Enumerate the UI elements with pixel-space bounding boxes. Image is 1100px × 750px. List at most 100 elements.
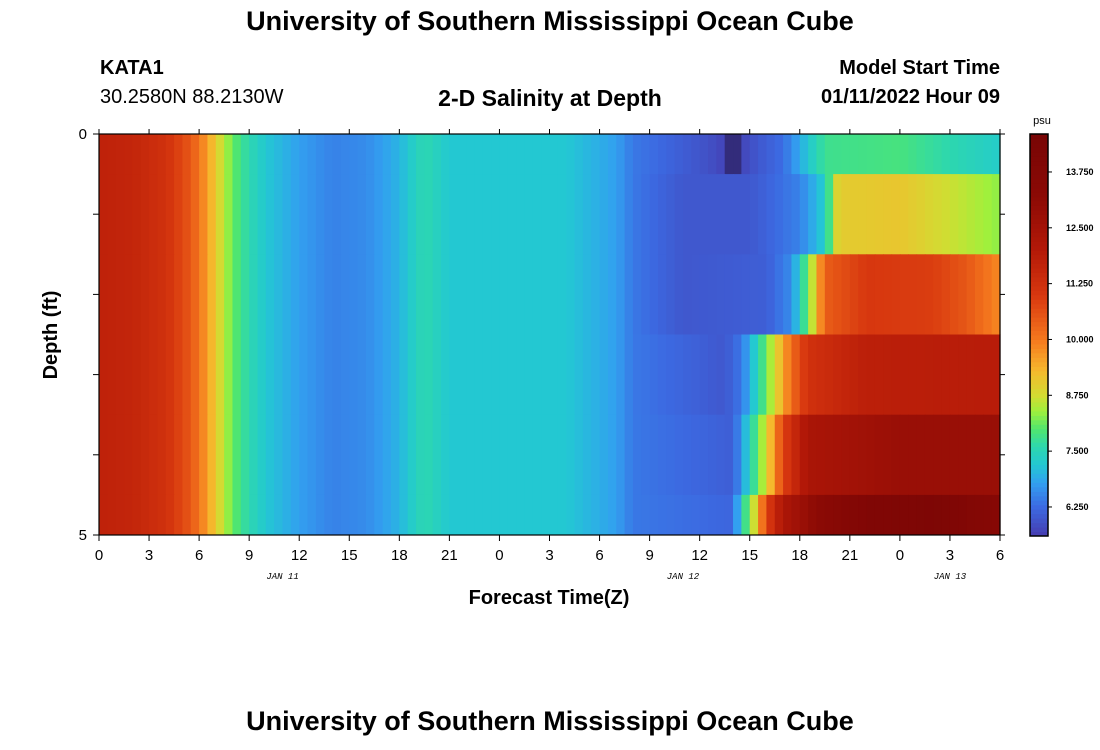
heatmap-cell	[808, 174, 818, 255]
heatmap-cell	[682, 414, 692, 496]
heatmap-cell	[449, 134, 459, 175]
heatmap-cell	[966, 254, 976, 335]
heatmap-cell	[482, 494, 492, 536]
heatmap-cell	[674, 334, 684, 416]
heatmap-cell	[674, 254, 684, 335]
heatmap-cell	[841, 414, 851, 496]
colorbar-segment	[1030, 513, 1048, 519]
heatmap-cell	[491, 254, 501, 335]
heatmap-cell	[416, 254, 425, 335]
heatmap-cell	[733, 414, 742, 496]
heatmap-cell	[499, 334, 509, 416]
heatmap-cell	[966, 174, 976, 255]
heatmap-cell	[699, 334, 709, 416]
colorbar-segment	[1030, 442, 1048, 448]
heatmap-cell	[424, 254, 434, 335]
heatmap-cell	[941, 414, 951, 496]
heatmap-cell	[307, 134, 317, 175]
heatmap-cell	[641, 414, 651, 496]
heatmap-cell	[449, 174, 459, 255]
colorbar-segment	[1030, 209, 1048, 215]
x-tick-label: 15	[341, 547, 358, 564]
heatmap-cell	[899, 254, 909, 335]
colorbar-segment	[1030, 196, 1048, 202]
heatmap-cell	[749, 494, 759, 536]
heatmap-cell	[749, 334, 759, 416]
heatmap-cell	[516, 414, 526, 496]
colorbar-segment	[1030, 451, 1048, 457]
heatmap-cell	[899, 134, 909, 175]
heatmap-cell	[666, 254, 676, 335]
heatmap-cell	[808, 494, 818, 536]
heatmap-cell	[449, 494, 459, 536]
heatmap-cell	[908, 174, 918, 255]
heatmap-cell	[349, 134, 359, 175]
heatmap-cell	[716, 414, 726, 496]
heatmap-cell	[190, 494, 200, 536]
heatmap-cell	[524, 494, 534, 536]
heatmap-cell	[399, 254, 409, 335]
heatmap-cell	[332, 414, 342, 496]
heatmap-cell	[716, 254, 726, 335]
heatmap-cell	[416, 494, 425, 536]
heatmap-cell	[941, 254, 951, 335]
heatmap-cell	[390, 254, 400, 335]
heatmap-cell	[724, 254, 734, 335]
colorbar-segment	[1030, 250, 1048, 256]
colorbar-segment	[1030, 424, 1048, 430]
heatmap-cell	[449, 254, 459, 335]
heatmap-cell	[457, 174, 467, 255]
heatmap-cell	[365, 174, 375, 255]
heatmap-cell	[374, 414, 384, 496]
heatmap-cell	[799, 174, 809, 255]
heatmap-cell	[399, 334, 409, 416]
colorbar-segment	[1030, 415, 1048, 421]
heatmap-cell	[899, 414, 909, 496]
heatmap-cell	[124, 254, 133, 335]
heatmap-cell	[833, 334, 843, 416]
heatmap-cell	[315, 254, 325, 335]
heatmap-cell	[491, 494, 501, 536]
heatmap-cell	[624, 494, 634, 536]
colorbar-segment	[1030, 370, 1048, 376]
heatmap-cell	[282, 134, 292, 175]
heatmap-cell	[824, 334, 834, 416]
heatmap-cell	[549, 334, 559, 416]
page-title: University of Southern Mississippi Ocean…	[246, 6, 854, 36]
heatmap-cell	[949, 254, 959, 335]
heatmap-cell	[424, 414, 434, 496]
heatmap-cell	[457, 334, 467, 416]
colorbar-segment	[1030, 473, 1048, 479]
colorbar-segment	[1030, 335, 1048, 340]
heatmap-cell	[908, 334, 918, 416]
heatmap-cell	[883, 174, 893, 255]
heatmap-cell	[274, 174, 284, 255]
heatmap-cell	[499, 174, 509, 255]
heatmap-cell	[733, 174, 742, 255]
heatmap-cell	[766, 174, 776, 255]
heatmap-cell	[199, 254, 209, 335]
x-date-label: JAN 12	[667, 572, 700, 582]
heatmap-cell	[199, 414, 209, 496]
heatmap-cell	[741, 174, 751, 255]
heatmap-cell	[974, 494, 984, 536]
heatmap-cell	[641, 254, 651, 335]
colorbar-segment	[1030, 178, 1048, 184]
heatmap-cell	[115, 254, 125, 335]
heatmap-cell	[124, 174, 133, 255]
heatmap-cell	[924, 254, 934, 335]
heatmap-cell	[733, 334, 742, 416]
colorbar-segment	[1030, 169, 1048, 175]
colorbar-segment	[1030, 317, 1048, 323]
colorbar: 6.250 7.500 8.750 10.000 11.250 12.500 13.750	[1029, 133, 1094, 537]
heatmap-cell	[908, 414, 918, 496]
heatmap-cell	[691, 334, 701, 416]
heatmap-cell	[541, 174, 551, 255]
heatmap-cell	[616, 174, 626, 255]
heatmap-cell	[649, 254, 659, 335]
heatmap-cell	[783, 494, 793, 536]
heatmap-cell	[407, 174, 417, 255]
colorbar-segment	[1030, 312, 1048, 318]
heatmap-cell	[716, 174, 726, 255]
heatmap-cell	[107, 174, 117, 255]
